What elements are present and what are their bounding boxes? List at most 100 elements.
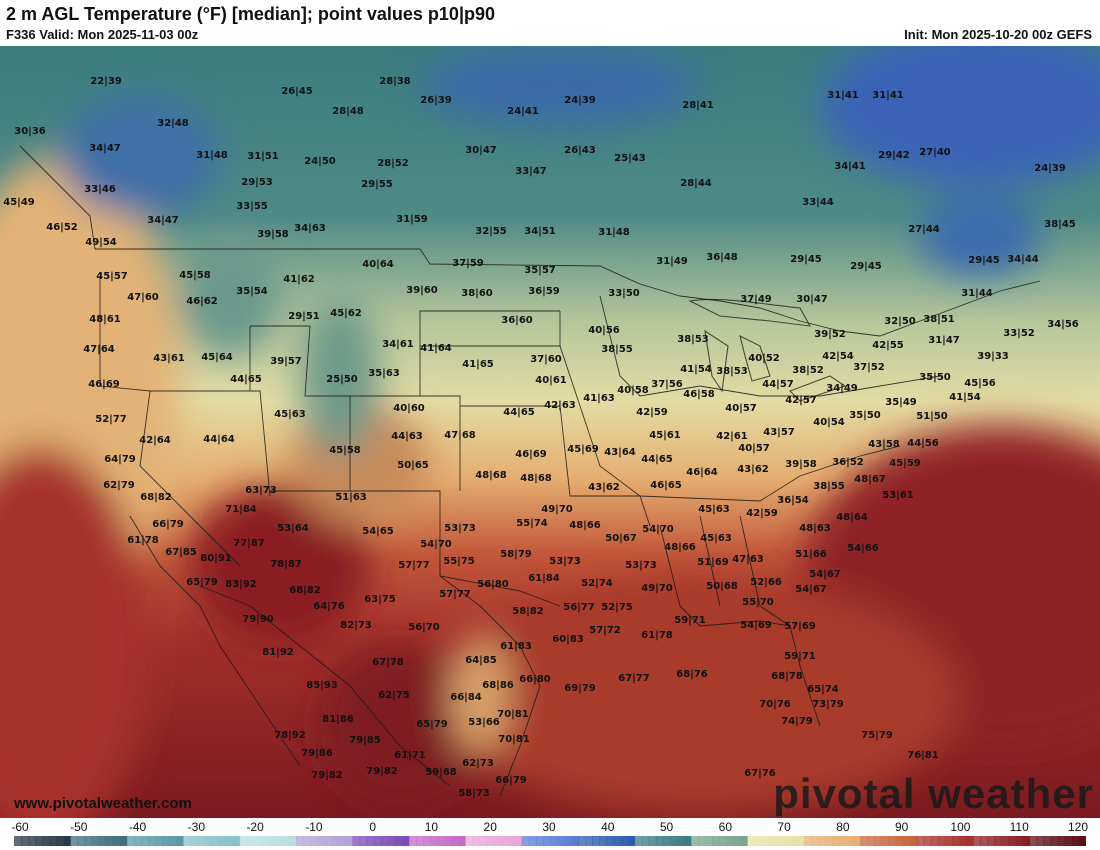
colorbar-tick-label: -20 bbox=[246, 820, 264, 834]
colorbar-segment bbox=[620, 836, 629, 846]
colorbar-segment bbox=[133, 836, 142, 846]
colorbar-tick-label: 80 bbox=[836, 820, 850, 834]
valid-time: F336 Valid: Mon 2025-11-03 00z bbox=[6, 27, 199, 42]
point-value-label: 63|75 bbox=[364, 594, 396, 605]
point-value-label: 70|81 bbox=[498, 734, 530, 745]
point-value-label: 44|64 bbox=[203, 434, 235, 445]
point-value-label: 38|45 bbox=[1044, 219, 1076, 230]
colorbar-segment bbox=[542, 836, 551, 846]
point-value-label: 45|49 bbox=[3, 197, 35, 208]
point-value-label: 79|90 bbox=[242, 614, 274, 625]
point-value-label: 35|50 bbox=[919, 372, 951, 383]
point-value-label: 67|76 bbox=[744, 768, 776, 779]
colorbar-segment bbox=[803, 836, 812, 846]
colorbar-segment bbox=[698, 836, 706, 846]
point-value-label: 59|71 bbox=[674, 615, 706, 626]
point-value-label: 40|58 bbox=[617, 385, 649, 396]
colorbar-segment bbox=[557, 836, 565, 846]
point-value-label: 41|54 bbox=[949, 392, 981, 403]
point-value-label: 24|39 bbox=[1034, 163, 1066, 174]
point-value-label: 39|57 bbox=[270, 356, 302, 367]
colorbar-segment bbox=[169, 836, 177, 846]
point-value-label: 40|52 bbox=[748, 353, 780, 364]
point-value-label: 26|43 bbox=[564, 145, 596, 156]
colorbar-segment bbox=[232, 836, 241, 846]
point-value-label: 33|46 bbox=[84, 184, 116, 195]
colorbar-segment bbox=[84, 836, 93, 846]
point-value-label: 24|41 bbox=[507, 106, 539, 117]
colorbar-segment bbox=[952, 836, 960, 846]
point-value-label: 53|61 bbox=[882, 490, 914, 501]
colorbar-segment bbox=[1078, 836, 1086, 846]
point-value-label: 33|55 bbox=[236, 201, 268, 212]
point-value-label: 28|44 bbox=[680, 178, 712, 189]
boundary-lines bbox=[19, 145, 1041, 797]
website-url[interactable]: www.pivotalweather.com bbox=[14, 795, 192, 812]
point-value-label: 77|87 bbox=[233, 538, 265, 549]
point-value-label: 56|80 bbox=[477, 579, 509, 590]
colorbar-segment bbox=[1043, 836, 1052, 846]
point-value-label: 38|52 bbox=[792, 365, 824, 376]
point-value-label: 67|78 bbox=[372, 657, 404, 668]
point-value-label: 48|64 bbox=[836, 512, 868, 523]
point-value-label: 67|85 bbox=[165, 547, 197, 558]
colorbar-segment bbox=[937, 836, 946, 846]
point-value-label: 40|54 bbox=[813, 417, 845, 428]
point-value-label: 58|73 bbox=[458, 788, 490, 799]
point-value-label: 22|39 bbox=[90, 76, 122, 87]
colorbar-segment bbox=[662, 836, 671, 846]
point-value-label: 51|50 bbox=[916, 411, 948, 422]
point-value-label: 49|70 bbox=[541, 504, 573, 515]
point-value-label: 61|71 bbox=[394, 750, 426, 761]
point-value-label: 52|75 bbox=[601, 602, 633, 613]
point-value-label: 51|66 bbox=[795, 549, 827, 560]
point-value-label: 43|62 bbox=[588, 482, 620, 493]
point-value-label: 42|54 bbox=[822, 351, 854, 362]
colorbar-tick-label: 110 bbox=[1009, 820, 1029, 834]
point-value-label: 39|58 bbox=[257, 229, 289, 240]
point-value-label: 45|61 bbox=[649, 430, 681, 441]
colorbar-segment bbox=[218, 836, 227, 846]
point-value-label: 37|60 bbox=[530, 354, 562, 365]
colorbar-segment bbox=[726, 836, 734, 846]
colorbar-segment bbox=[324, 836, 332, 846]
colorbar-segment bbox=[472, 836, 480, 846]
point-value-label: 54|67 bbox=[809, 569, 841, 580]
point-value-label: 47|64 bbox=[83, 344, 115, 355]
colorbar-segment bbox=[303, 836, 311, 846]
point-value-label: 70|76 bbox=[759, 699, 791, 710]
colorbar-segment bbox=[959, 836, 967, 846]
colorbar-segment bbox=[719, 836, 727, 846]
point-value-label: 67|77 bbox=[618, 673, 650, 684]
colorbar-tick-label: 0 bbox=[369, 820, 376, 834]
point-value-label: 65|74 bbox=[807, 684, 839, 695]
map-title: 2 m AGL Temperature (°F) [median]; point… bbox=[6, 4, 495, 24]
point-value-label: 48|61 bbox=[89, 314, 121, 325]
point-value-label: 33|44 bbox=[802, 197, 834, 208]
point-value-label: 34|61 bbox=[382, 339, 414, 350]
colorbar-tick-label: 50 bbox=[659, 820, 674, 834]
colorbar-segment bbox=[380, 836, 389, 846]
point-value-label: 54|69 bbox=[740, 620, 772, 631]
point-value-label: 68|76 bbox=[676, 669, 708, 680]
colorbar-segment bbox=[204, 836, 212, 846]
point-value-label: 65|79 bbox=[186, 577, 218, 588]
point-value-label: 50|65 bbox=[397, 460, 429, 471]
point-value-label: 62|75 bbox=[378, 690, 410, 701]
point-value-label: 30|47 bbox=[796, 294, 828, 305]
point-value-label: 53|73 bbox=[444, 523, 476, 534]
point-value-label: 34|47 bbox=[89, 143, 121, 154]
point-value-label: 43|57 bbox=[763, 427, 795, 438]
colorbar-segment bbox=[514, 836, 523, 846]
point-value-label: 74|79 bbox=[781, 716, 813, 727]
colorbar-segment bbox=[98, 836, 107, 846]
temperature-map[interactable]: 22|39 28|38 26|45 26|39 24|39 24|41 28|41 31|41… bbox=[0, 46, 1100, 818]
colorbar-segment bbox=[930, 836, 939, 846]
colorbar-segment bbox=[846, 836, 854, 846]
colorbar-segment bbox=[423, 836, 431, 846]
point-value-label: 28|41 bbox=[682, 100, 714, 111]
point-value-label: 48|68 bbox=[475, 470, 507, 481]
point-value-label: 61|83 bbox=[500, 641, 532, 652]
point-value-label: 40|57 bbox=[725, 403, 757, 414]
colorbar-segment bbox=[317, 836, 325, 846]
